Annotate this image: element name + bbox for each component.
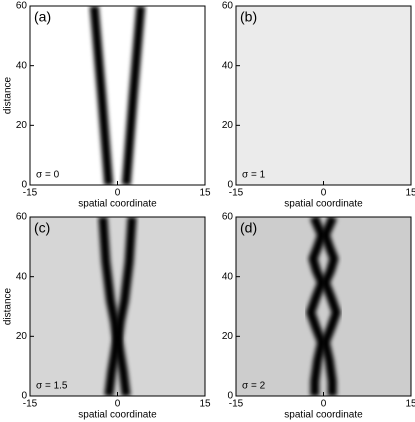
plot-background xyxy=(30,217,205,396)
beam xyxy=(306,217,327,396)
y-tick-label: 20 xyxy=(16,331,28,342)
x-tick-label: 0 xyxy=(321,399,327,410)
plot-background xyxy=(236,217,411,396)
x-tick-label: 15 xyxy=(405,188,415,199)
y-axis-label: distance xyxy=(3,287,14,325)
y-tick-label: 20 xyxy=(222,120,234,131)
y-tick-label: 0 xyxy=(227,391,233,402)
y-tick-label: 0 xyxy=(21,391,27,402)
y-tick-label: 40 xyxy=(16,60,28,71)
panel-label: (d) xyxy=(240,220,257,236)
beam xyxy=(89,6,114,185)
beams xyxy=(306,217,341,396)
x-axis-label: spatial coordinate xyxy=(78,199,157,210)
y-tick-label: 20 xyxy=(16,120,28,131)
annotation: σ = 1 xyxy=(242,170,266,181)
x-tick-label: -15 xyxy=(229,188,244,199)
x-tick-label: -15 xyxy=(23,188,38,199)
x-tick-label: 15 xyxy=(199,399,211,410)
y-axis-label: distance xyxy=(3,76,14,114)
y-tick-label: 60 xyxy=(16,212,28,223)
annotation: σ = 2 xyxy=(242,381,266,392)
x-tick-label: 0 xyxy=(115,188,121,199)
panel-label: (b) xyxy=(240,9,257,25)
panel-label: (a) xyxy=(34,9,51,25)
plot-background xyxy=(30,6,205,185)
x-tick-label: 15 xyxy=(405,399,415,410)
x-axis-label: spatial coordinate xyxy=(284,199,363,210)
beams xyxy=(98,217,137,396)
x-tick-label: -15 xyxy=(23,399,38,410)
beam xyxy=(113,217,137,396)
y-tick-label: 0 xyxy=(227,180,233,191)
y-tick-label: 60 xyxy=(16,1,28,12)
annotation: σ = 0 xyxy=(36,170,60,181)
y-tick-label: 0 xyxy=(21,180,27,191)
x-tick-label: -15 xyxy=(229,399,244,410)
x-tick-label: 15 xyxy=(199,188,211,199)
panel-label: (c) xyxy=(34,220,50,236)
annotation: σ = 1.5 xyxy=(36,381,68,392)
y-tick-label: 60 xyxy=(222,1,234,12)
y-tick-label: 20 xyxy=(222,331,234,342)
x-tick-label: 0 xyxy=(321,188,327,199)
y-tick-label: 40 xyxy=(222,271,234,282)
y-tick-label: 60 xyxy=(222,212,234,223)
x-axis-label: spatial coordinate xyxy=(284,410,363,421)
y-tick-label: 40 xyxy=(16,271,28,282)
plot-background xyxy=(236,6,411,185)
y-tick-label: 40 xyxy=(222,60,234,71)
beam xyxy=(121,6,146,185)
beam xyxy=(320,217,341,396)
x-tick-label: 0 xyxy=(115,399,121,410)
x-axis-label: spatial coordinate xyxy=(78,410,157,421)
beams xyxy=(89,6,146,185)
beams xyxy=(307,6,340,185)
